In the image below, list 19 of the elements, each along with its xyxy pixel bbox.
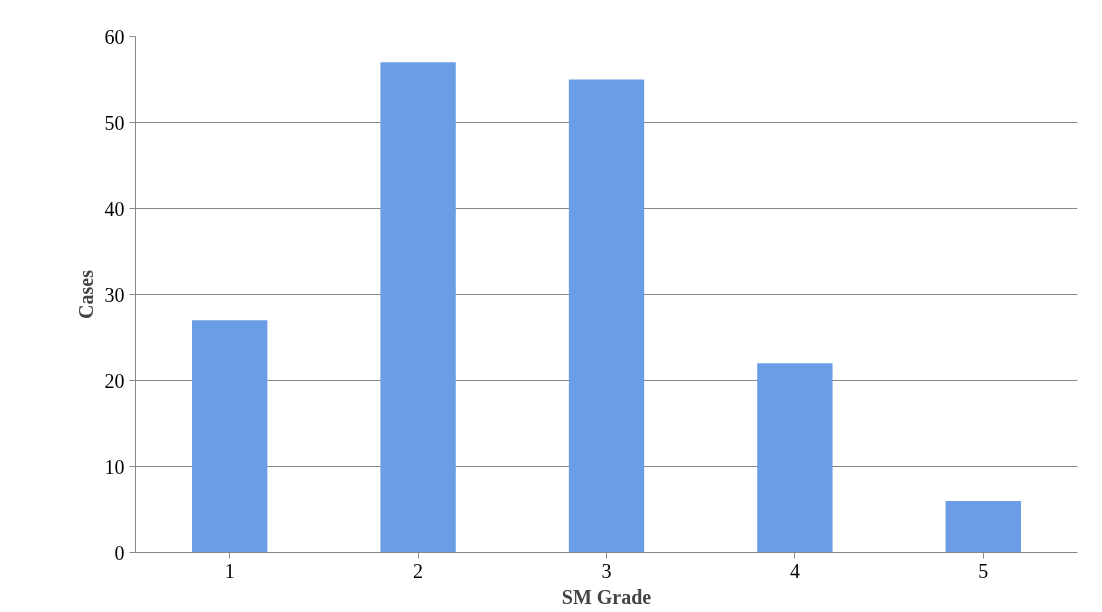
y-tick-label: 0 xyxy=(114,541,125,564)
y-axis-title: Cases xyxy=(74,269,97,319)
x-tick-label: 2 xyxy=(413,559,424,582)
y-tick-label: 60 xyxy=(104,25,125,48)
x-tick-label: 4 xyxy=(789,559,800,582)
y-tick-label: 10 xyxy=(104,455,125,478)
x-tick-label: 5 xyxy=(978,559,989,582)
y-tick-label: 30 xyxy=(104,283,125,306)
bar xyxy=(380,62,456,553)
y-tick-label: 50 xyxy=(104,111,125,134)
x-tick-label: 3 xyxy=(601,559,612,582)
y-tick-label: 20 xyxy=(104,369,125,392)
x-axis-title: SM Grade xyxy=(561,585,652,608)
bar xyxy=(945,500,1021,553)
bar xyxy=(568,79,645,553)
y-tick-label: 40 xyxy=(104,197,125,220)
bar xyxy=(757,363,833,553)
x-tick-label: 1 xyxy=(224,559,235,582)
bar xyxy=(192,320,268,553)
